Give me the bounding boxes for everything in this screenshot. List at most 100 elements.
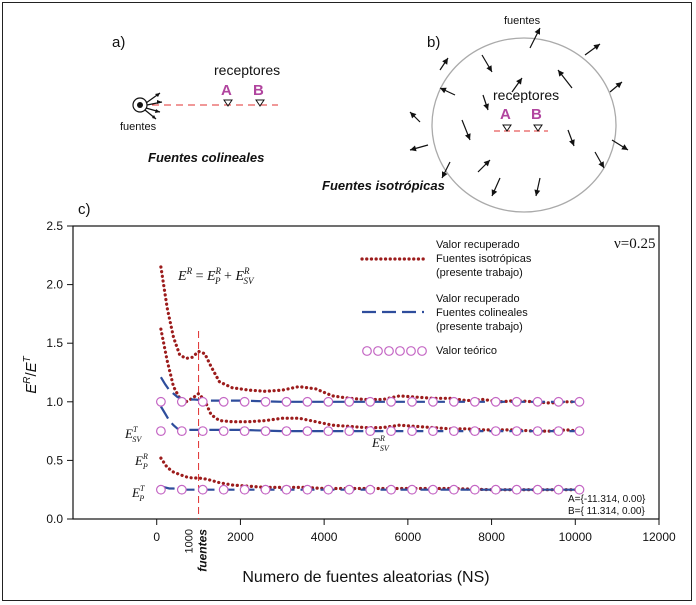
y-tick-label: 2.0: [46, 278, 63, 292]
theory-point: [532, 484, 543, 495]
theory-point: [260, 426, 271, 437]
source-arrowhead: [558, 70, 565, 77]
source-arrowhead: [442, 171, 448, 178]
theory-point: [428, 484, 438, 495]
legend-theory-circle: [384, 346, 394, 356]
chart: 0 2000 4000 6000 8000 10000 12000 0.0 0.5 1.0 1.5 2…: [22, 219, 676, 586]
panel-b: b) fuentes receptores A B Fuentes isotró…: [322, 15, 629, 213]
theory-point: [469, 484, 480, 495]
theory-point: [302, 426, 313, 437]
source-arrowhead: [491, 189, 498, 196]
source-arrowhead: [534, 189, 541, 196]
source-arrowhead: [621, 144, 628, 150]
theory-point: [365, 396, 376, 407]
panel-a-label: a): [112, 34, 125, 51]
panel-a: a) receptores A B fuentes Fuentes coline…: [112, 34, 280, 165]
x-tick-label: 2000: [227, 530, 254, 544]
theory-point: [155, 426, 166, 437]
theory-point: [553, 426, 564, 437]
theory-point: [428, 396, 438, 407]
y-tick-label: 1.5: [46, 336, 63, 350]
theory-point: [218, 396, 229, 407]
theory-point: [344, 484, 355, 495]
theory-point: [574, 426, 585, 437]
theory-point: [490, 426, 501, 437]
theory-point: [218, 426, 229, 437]
theory-point: [574, 484, 585, 495]
panel-a-receiver-a: A: [221, 82, 232, 99]
fuentes-tick-label: 1000: [184, 529, 196, 553]
theory-point: [469, 396, 480, 407]
theory-point: [155, 396, 166, 407]
source-arrowhead: [410, 145, 417, 152]
theory-point: [532, 426, 543, 437]
theory-point: [281, 484, 292, 495]
x-tick-label: 10000: [559, 530, 593, 544]
nu-label: ν=0.25: [614, 236, 656, 252]
panel-b-label: b): [427, 34, 440, 51]
fuentes-marker-label: fuentes: [196, 529, 210, 572]
theory-point: [239, 396, 250, 407]
theory-point: [553, 396, 564, 407]
theory-point: [511, 426, 522, 437]
legend-label-theory: Valor teórico: [436, 345, 497, 357]
theory-point: [407, 396, 417, 407]
source-arrowhead: [598, 161, 604, 168]
panel-c-label: c): [78, 201, 91, 218]
theory-point: [281, 426, 292, 437]
y-tick-label: 2.5: [46, 219, 63, 233]
collinear-series-line: [160, 485, 580, 491]
theory-point: [365, 484, 376, 495]
label-ep-r: ER P: [134, 452, 148, 471]
theory-point: [490, 484, 501, 495]
theory-point: [344, 396, 355, 407]
panel-a-triangle-b: [255, 99, 265, 107]
theory-point: [386, 426, 397, 437]
y-tick-label: 0.5: [46, 453, 63, 467]
series-layer: [155, 265, 585, 495]
x-tick-label: 4000: [311, 530, 338, 544]
theory-point: [197, 484, 208, 495]
source-arrowhead: [615, 82, 622, 89]
coords-b: B={ 11.314, 0.00}: [568, 506, 645, 517]
panel-b-receiver-a: A: [500, 106, 511, 123]
theory-point: [323, 484, 334, 495]
panel-a-receiver-b: B: [253, 82, 264, 99]
x-tick-label: 6000: [395, 530, 422, 544]
source-arrowhead: [486, 65, 492, 72]
legend-swatch-theory: [362, 346, 427, 356]
source-arrowhead: [442, 58, 448, 65]
isotropic-series-line: [159, 327, 582, 433]
panel-b-receiver-b: B: [531, 106, 542, 123]
theory-point: [449, 426, 459, 437]
source-arrowhead: [410, 112, 417, 119]
legend-theory-circle: [373, 346, 383, 356]
source-arrowhead: [569, 139, 575, 146]
theory-point: [553, 484, 564, 495]
theory-point: [155, 484, 166, 495]
label-esv-r: ER SV: [371, 434, 390, 453]
theory-point: [511, 396, 522, 407]
equation: ER = ER P + ER SV: [177, 266, 255, 286]
x-tick-label: 12000: [642, 530, 676, 544]
legend-theory-circle: [362, 346, 372, 356]
theory-point: [260, 396, 271, 407]
source-arrowhead: [483, 103, 489, 110]
theory-point: [407, 484, 417, 495]
panel-b-triangle-b: [533, 124, 543, 132]
label-ep-t: ET P: [131, 484, 145, 503]
theory-point: [449, 484, 459, 495]
isotropic-series-line: [159, 265, 582, 405]
theory-point: [302, 396, 313, 407]
source-arrowhead: [465, 133, 471, 140]
legend-label-collinear: Valor recuperado Fuentes colineales (prese…: [436, 293, 528, 333]
theory-point: [239, 484, 250, 495]
theory-point: [281, 396, 292, 407]
theory-point: [469, 426, 480, 437]
theory-point: [344, 426, 355, 437]
theory-point: [532, 396, 543, 407]
theory-point: [218, 484, 229, 495]
theory-point: [386, 396, 397, 407]
panel-b-title: Fuentes isotrópicas: [322, 178, 445, 193]
